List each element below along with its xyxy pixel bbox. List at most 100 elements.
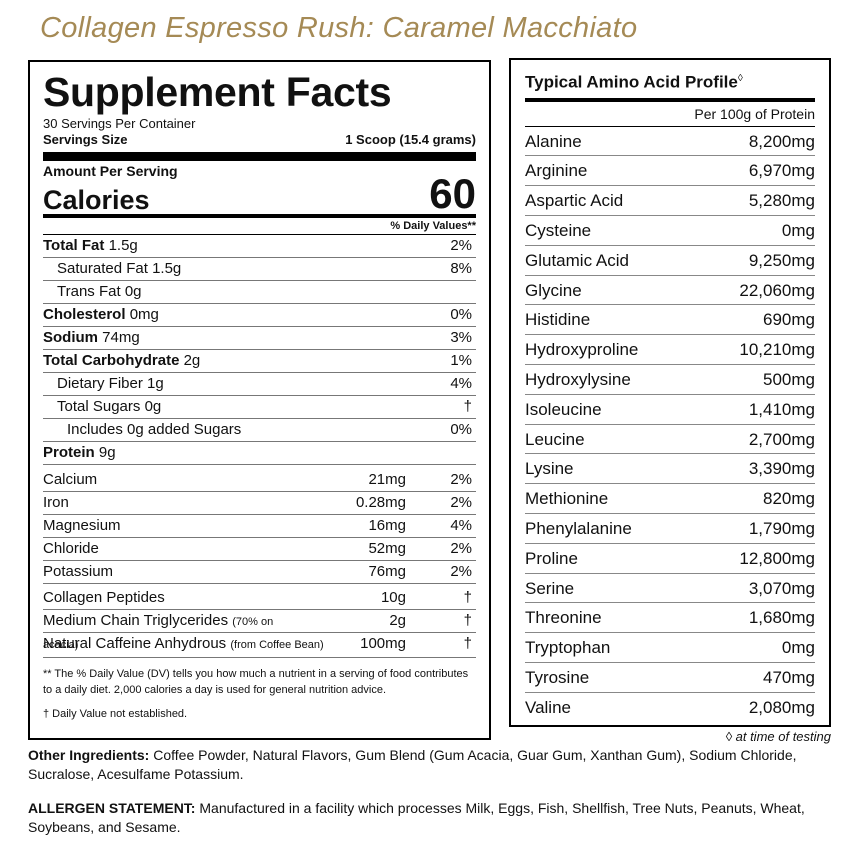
amino-amount: 2,080mg [748,697,815,717]
amino-amount: 2,700mg [748,429,815,449]
mineral-dv: 2% [450,563,472,580]
amino-row: Cysteine 0mg [525,216,815,246]
amino-amount: 10,210mg [739,340,815,360]
mineral-name: Magnesium [43,517,121,534]
servings-per-container: 30 Servings Per Container [43,116,196,131]
nutrient-row-saturated-fat: Saturated Fat 1.5g 8% [43,258,476,281]
supplement-facts-panel: Supplement Facts 30 Servings Per Contain… [28,60,491,740]
other-subnote: (from Coffee Bean) [230,639,324,651]
calories-value: 60 [429,170,476,217]
amino-row: Glycine 22,060mg [525,276,815,306]
amino-name: Hydroxylysine [525,370,631,390]
nutrient-row-total-sugars: Total Sugars 0g † [43,396,476,419]
calories-block: Amount Per Serving Calories 60 [43,161,476,218]
allergen-label: ALLERGEN STATEMENT: [28,800,196,816]
other-row-collagen: Collagen Peptides 10g † [43,587,476,610]
amino-name: Alanine [525,131,582,151]
footnote-dagger: † Daily Value not established. [43,708,188,720]
serving-size-row: Servings Size 1 Scoop (15.4 grams) [43,132,476,161]
nutrient-name: Trans Fat [57,283,121,300]
nutrient-amount: 9g [98,444,116,461]
amino-amount: 690mg [763,310,815,330]
amino-name: Lysine [525,459,574,479]
other-dv: † [463,635,472,652]
other-dv: † [463,589,472,606]
amino-name: Leucine [525,429,585,449]
nutrient-dv: † [463,398,472,415]
amino-row: Lysine 3,390mg [525,454,815,485]
amino-row: Threonine 1,680mg [525,603,815,634]
daily-values-header: % Daily Values** [43,218,476,235]
amino-row: Tryptophan 0mg [525,633,815,663]
nutrient-name: Protein [43,444,95,461]
amino-amount: 8,200mg [748,131,815,151]
nutrient-row-sodium: Sodium 74mg 3% [43,327,476,350]
amino-row: Tyrosine 470mg [525,663,815,693]
nutrient-dv [472,442,476,464]
amino-heading-mark: ◊ [737,73,743,84]
mineral-row-calcium: Calcium 21mg 2% [43,469,476,492]
amino-row: Valine 2,080mg [525,693,815,722]
amino-heading: Typical Amino Acid Profile◊ [525,64,815,102]
mineral-name: Potassium [43,563,114,580]
calories-label: Calories [43,185,150,215]
nutrient-dv: 4% [450,375,472,392]
nutrient-name: Saturated Fat [57,260,148,277]
mineral-name: Calcium [43,471,98,488]
amino-rows: Alanine 8,200mg Arginine 6,970mg Aspartic Ac… [525,127,815,722]
nutrient-row-protein: Protein 9g [43,442,476,465]
amino-row: Hydroxylysine 500mg [525,365,815,395]
amino-amount: 3,070mg [748,578,815,598]
nutrient-name: Dietary Fiber [57,375,143,392]
nutrient-row-cholesterol: Cholesterol 0mg 0% [43,304,476,327]
amino-row: Leucine 2,700mg [525,425,815,455]
nutrient-amount: 74mg [102,329,140,346]
nutrient-row-dietary-fiber: Dietary Fiber 1g 4% [43,373,476,396]
amount-per-serving: Amount Per Serving [43,163,178,179]
amino-amount: 1,680mg [748,608,815,628]
amino-amount: 9,250mg [748,250,815,270]
amino-row: Hydroxyproline 10,210mg [525,335,815,366]
amino-amount: 1,410mg [748,399,815,419]
amino-name: Proline [525,548,578,568]
mineral-dv: 2% [450,471,472,488]
amino-amount: 0mg [781,638,815,658]
amino-name: Phenylalanine [525,519,632,539]
amino-row: Serine 3,070mg [525,574,815,604]
product-title: Collagen Espresso Rush: Caramel Macchiat… [40,12,638,44]
amino-row: Histidine 690mg [525,305,815,336]
other-amount: 2g [389,612,406,629]
amino-row: Proline 12,800mg [525,544,815,574]
amino-name: Threonine [525,608,602,628]
amino-name: Arginine [525,161,588,181]
amino-amount: 12,800mg [739,548,815,568]
amino-row: Aspartic Acid 5,280mg [525,186,815,217]
nutrient-row-total-carbohydrate: Total Carbohydrate 2g 1% [43,350,476,373]
other-ingredients: Other Ingredients: Coffee Powder, Natura… [28,746,828,784]
amino-name: Glycine [525,280,582,300]
amino-row: Phenylalanine 1,790mg [525,514,815,544]
mineral-amount: 52mg [368,540,406,557]
amino-name: Aspartic Acid [525,191,624,211]
other-amount: 10g [380,589,406,606]
mineral-row-magnesium: Magnesium 16mg 4% [43,515,476,538]
amino-heading-text: Typical Amino Acid Profile [525,72,738,92]
amino-name: Cysteine [525,221,592,241]
mineral-dv: 2% [450,540,472,557]
nutrient-name: Total Sugars [57,398,141,415]
amino-amount: 0mg [781,221,815,241]
nutrient-name: Cholesterol [43,306,126,323]
allergen-statement: ALLERGEN STATEMENT: Manufactured in a fa… [28,799,828,837]
nutrient-amount: 1.5g [152,260,182,277]
nutrient-name: Sodium [43,329,98,346]
amino-name: Methionine [525,489,609,509]
amino-acid-panel: Typical Amino Acid Profile◊ Per 100g of … [509,58,831,727]
amino-name: Tryptophan [525,638,611,658]
amino-name: Serine [525,578,575,598]
nutrient-dv: 3% [450,329,472,346]
amino-row: Isoleucine 1,410mg [525,395,815,425]
amino-name: Isoleucine [525,399,602,419]
nutrient-row-added-sugars: Includes 0g added Sugars 0% [43,419,476,442]
other-amount: 100mg [360,635,406,652]
amino-row: Glutamic Acid 9,250mg [525,246,815,276]
